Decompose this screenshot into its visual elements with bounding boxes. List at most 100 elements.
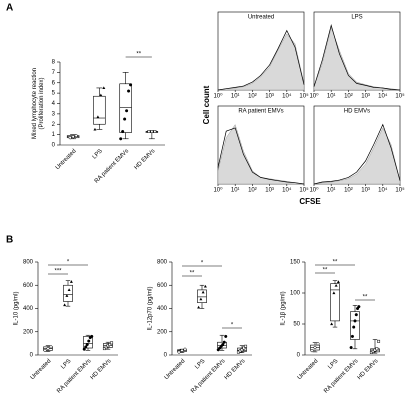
data-point xyxy=(69,280,73,283)
x-tick-label: 10⁴ xyxy=(282,187,292,194)
box xyxy=(93,95,106,125)
data-point xyxy=(153,130,157,133)
x-tick-label: Untreated xyxy=(164,358,187,381)
x-tick-label: HD EMVs xyxy=(357,358,380,381)
y-tick-label: 400 xyxy=(23,306,34,312)
data-point xyxy=(221,342,225,347)
y-tick-label: 6 xyxy=(52,80,56,86)
significance-label: ** xyxy=(190,271,195,277)
data-point xyxy=(43,348,47,352)
x-tick-label: LPS xyxy=(194,358,206,370)
significance-label: * xyxy=(201,261,204,267)
x-tick-label: 10³ xyxy=(361,188,370,194)
data-point xyxy=(125,109,129,113)
data-point xyxy=(350,334,354,338)
data-point xyxy=(199,297,203,301)
box xyxy=(63,284,73,302)
x-tick-label: HD EMVs xyxy=(224,358,247,381)
panel-title: Untreated xyxy=(248,15,274,21)
x-tick-label: 10³ xyxy=(265,188,274,194)
x-tick-label: LPS xyxy=(92,148,104,160)
data-point xyxy=(110,341,114,345)
x-tick-label: LPS xyxy=(60,358,72,370)
data-point xyxy=(67,288,71,291)
y-tick-label: 0 xyxy=(30,353,34,359)
y-tick-label: 100 xyxy=(290,291,301,297)
data-point xyxy=(336,280,340,283)
x-tick-label: 10⁵ xyxy=(395,187,405,194)
data-point xyxy=(93,127,97,131)
data-point xyxy=(377,339,381,343)
data-point xyxy=(353,319,357,323)
x-tick-label: 10⁰ xyxy=(309,187,319,194)
y-tick-label: 0 xyxy=(164,353,168,359)
y-tick-label: 400 xyxy=(157,306,168,312)
y-tick-label: 200 xyxy=(157,329,168,335)
box xyxy=(119,83,132,133)
data-point xyxy=(354,313,358,317)
x-tick-label: 10⁵ xyxy=(299,187,309,194)
data-point xyxy=(99,93,103,97)
data-point xyxy=(63,303,67,307)
panel-title: HD EMVs xyxy=(344,109,370,115)
panel-title: LPS xyxy=(351,15,362,21)
data-point xyxy=(316,342,320,346)
y-tick-label: 50 xyxy=(293,322,300,328)
x-tick-label: Untreated xyxy=(297,358,320,381)
y-tick-label: 600 xyxy=(157,283,168,289)
data-point xyxy=(87,339,91,343)
x-tick-label: 10⁰ xyxy=(309,93,319,100)
data-point xyxy=(108,343,112,346)
x-tick-label: 10⁵ xyxy=(395,93,405,100)
histogram-x-label: CFSE xyxy=(299,197,321,206)
y-tick-label: 600 xyxy=(23,283,34,289)
x-tick-label: HD EMVs xyxy=(90,358,113,381)
x-tick-label: 10⁰ xyxy=(213,93,223,100)
y-tick-label: 5 xyxy=(52,91,56,97)
data-point xyxy=(222,340,226,344)
data-point xyxy=(147,130,151,133)
x-tick-label: 10¹ xyxy=(327,188,336,194)
x-tick-label: Untreated xyxy=(55,148,78,171)
x-tick-label: 10⁴ xyxy=(378,93,388,100)
data-point xyxy=(90,334,94,338)
y-tick-label: 1 xyxy=(52,132,56,138)
histogram-line xyxy=(313,123,401,185)
y-tick-label: 0 xyxy=(297,353,301,359)
significance-label: ** xyxy=(136,52,141,58)
data-point xyxy=(244,344,248,348)
data-point xyxy=(65,294,69,297)
y-tick-label: 0 xyxy=(52,143,56,149)
box xyxy=(330,283,340,322)
significance-label: ** xyxy=(323,268,328,274)
data-point xyxy=(85,342,89,347)
data-point xyxy=(82,347,86,351)
data-point xyxy=(71,135,75,139)
data-point xyxy=(46,347,50,351)
data-point xyxy=(310,349,314,353)
panel-title: RA patient EMVs xyxy=(238,109,283,115)
significance-label: * xyxy=(67,260,70,266)
significance-label: * xyxy=(231,323,234,329)
x-tick-label: 10² xyxy=(344,188,353,194)
y-tick-label: 8 xyxy=(52,60,56,66)
y-tick-label: 150 xyxy=(290,260,301,266)
data-point xyxy=(349,346,353,350)
data-point xyxy=(84,345,88,349)
data-point xyxy=(197,305,201,309)
y-axis-label: IL-12p70 (pg/ml) xyxy=(148,286,154,330)
x-tick-label: 10³ xyxy=(361,94,370,100)
significance-label: *** xyxy=(54,269,62,275)
y-tick-label: 200 xyxy=(23,329,34,335)
x-tick-label: 10² xyxy=(344,94,353,100)
data-point xyxy=(352,325,356,329)
x-tick-label: 10¹ xyxy=(231,188,240,194)
x-tick-label: LPS xyxy=(327,358,339,370)
box xyxy=(197,289,207,303)
data-point xyxy=(375,347,379,351)
data-point xyxy=(332,291,336,295)
data-point xyxy=(68,136,72,140)
data-point xyxy=(177,350,181,354)
x-tick-label: 10¹ xyxy=(231,94,240,100)
